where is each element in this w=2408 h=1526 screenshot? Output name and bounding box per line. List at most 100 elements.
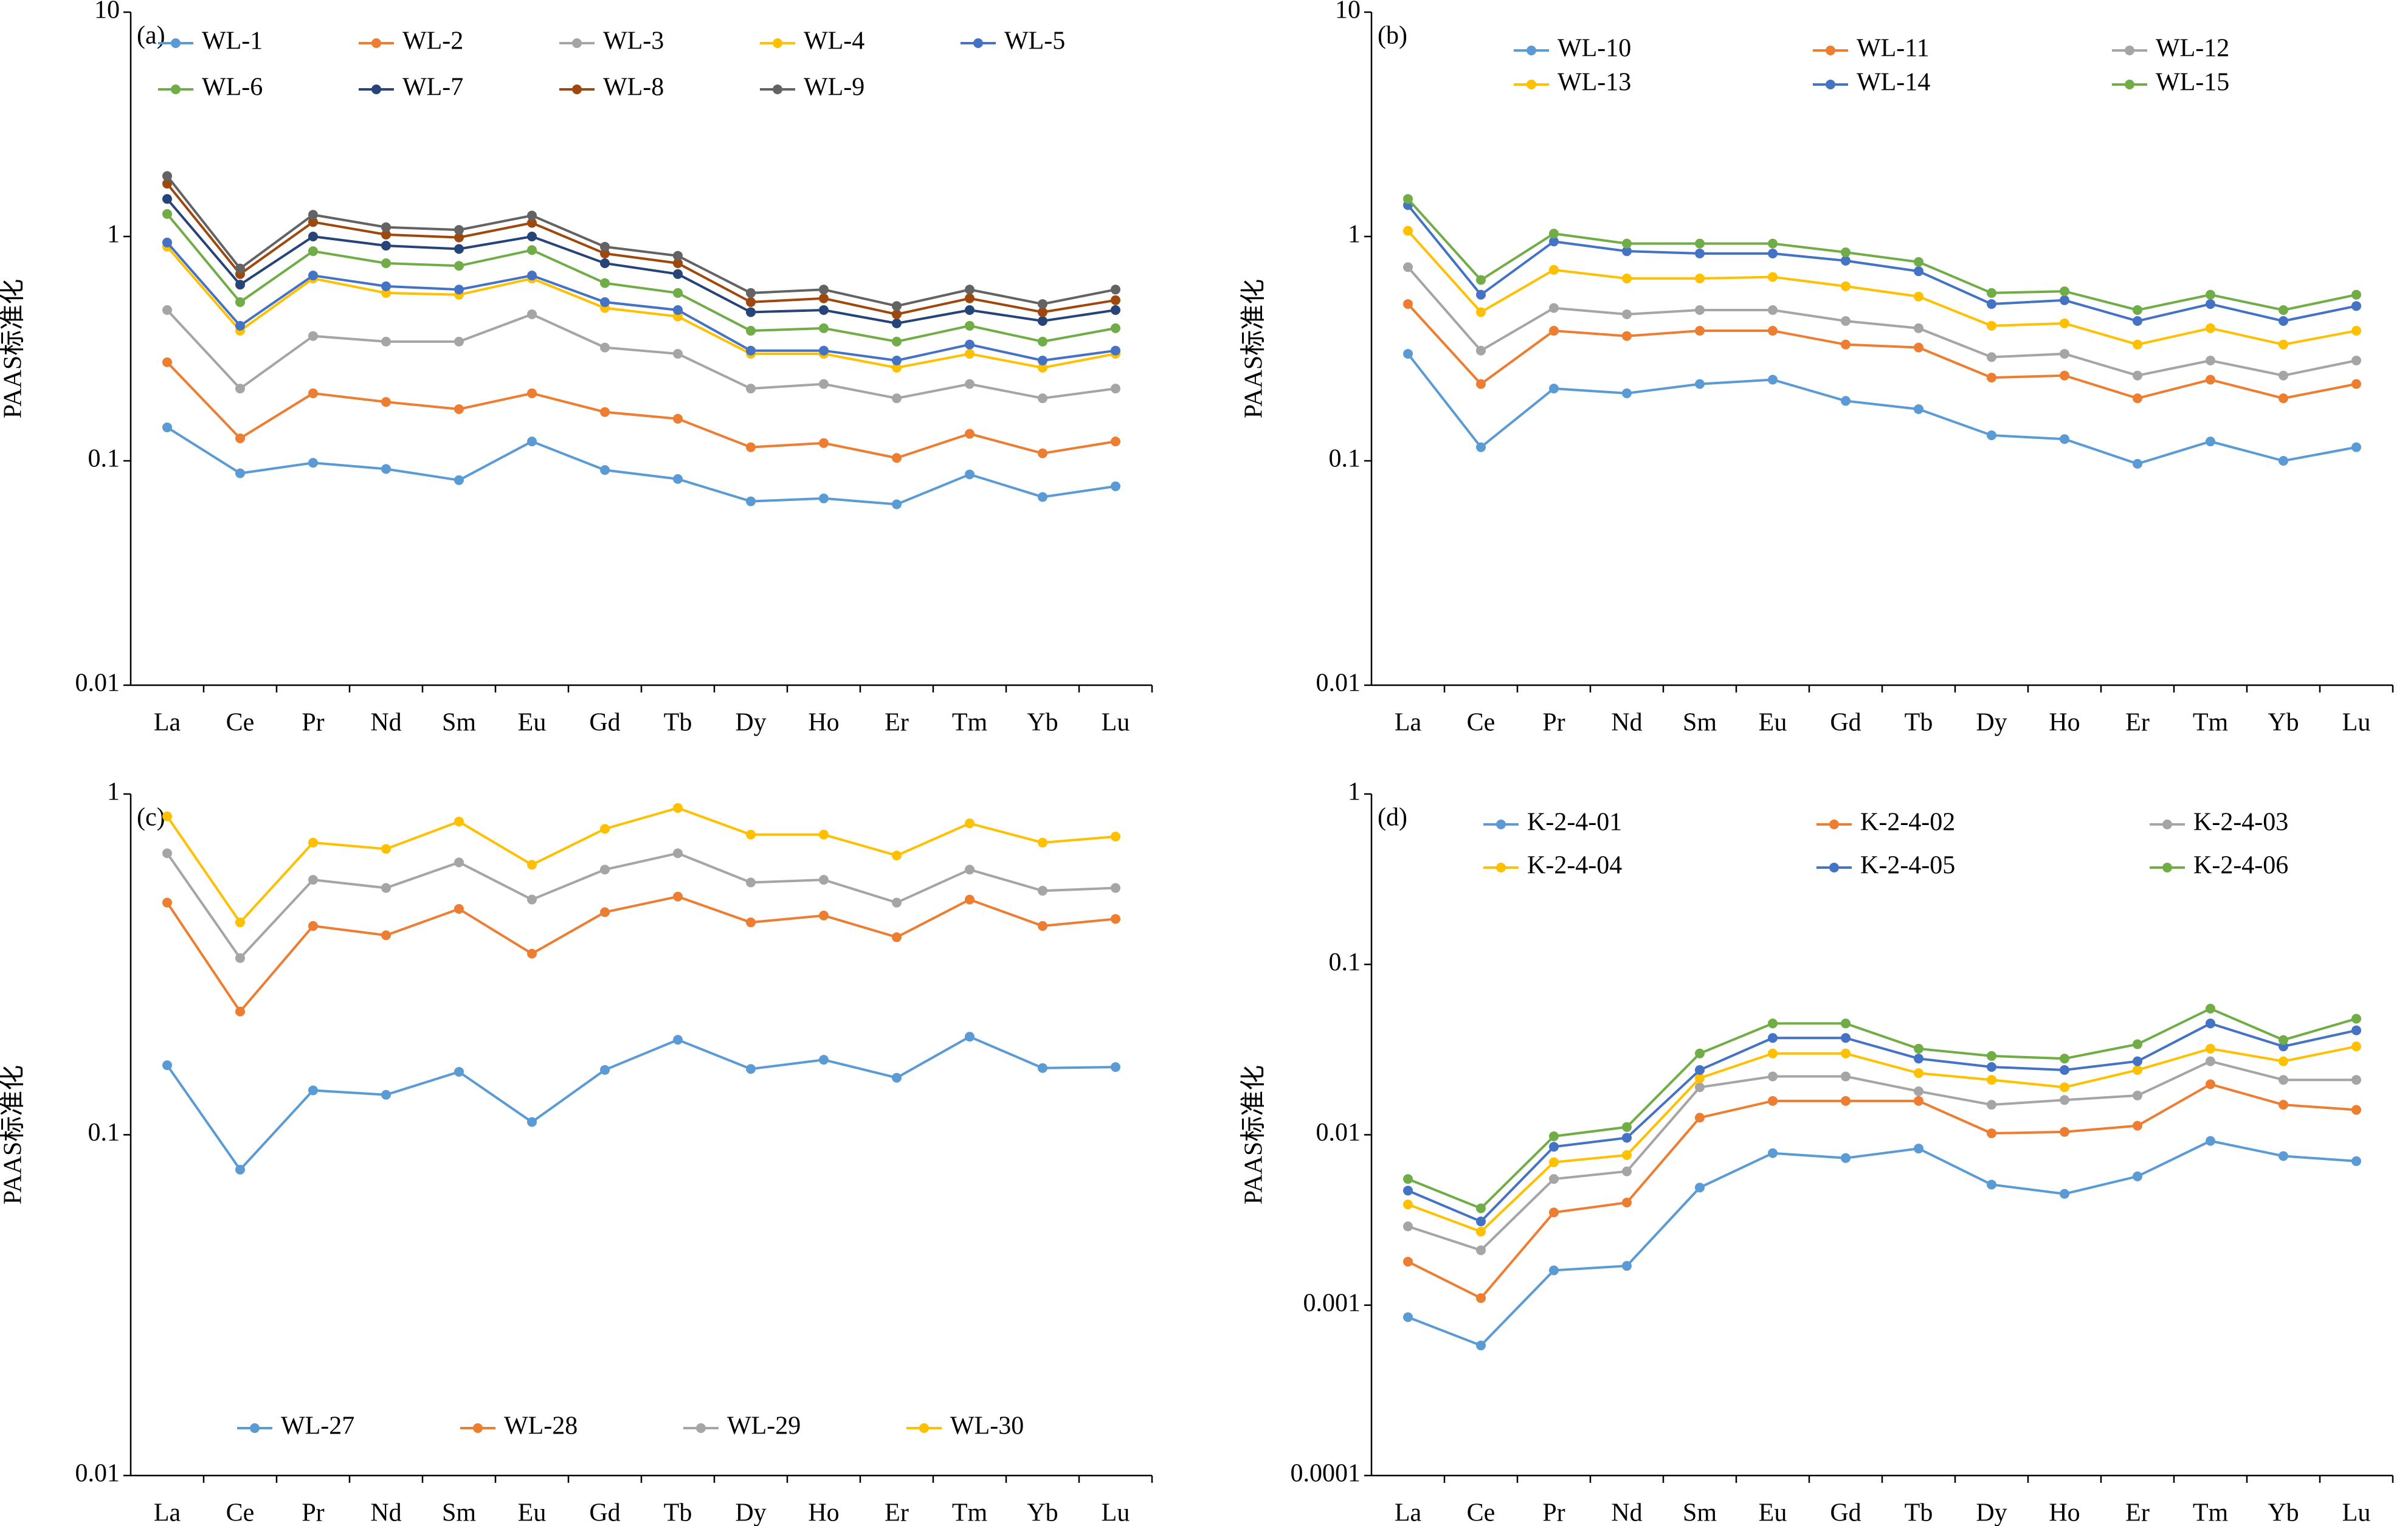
y-axis-label: PAAS标准化 bbox=[0, 1065, 27, 1205]
data-point bbox=[1038, 921, 1047, 931]
data-point bbox=[1549, 384, 1559, 394]
data-point bbox=[381, 464, 391, 474]
data-point bbox=[965, 285, 975, 295]
data-point bbox=[162, 897, 172, 908]
x-tick-label: Dy bbox=[735, 1499, 766, 1526]
data-point bbox=[2351, 1025, 2361, 1035]
data-point bbox=[1768, 1071, 1778, 1082]
legend-label: K-2-4-01 bbox=[1527, 809, 1622, 837]
data-point bbox=[527, 1117, 537, 1127]
data-point bbox=[819, 910, 829, 920]
data-point bbox=[673, 474, 683, 484]
data-point bbox=[1111, 285, 1120, 295]
data-point bbox=[162, 305, 172, 315]
panel-title: (d) bbox=[1378, 804, 1407, 832]
data-point bbox=[1768, 1048, 1778, 1058]
legend-label: K-2-4-05 bbox=[1860, 852, 1955, 880]
series-line bbox=[1407, 204, 2357, 323]
data-point bbox=[600, 1065, 610, 1075]
data-point bbox=[1622, 246, 1632, 257]
data-point bbox=[1987, 1075, 1996, 1085]
data-point bbox=[1403, 348, 1413, 359]
data-point bbox=[1549, 1174, 1559, 1184]
data-point bbox=[1841, 255, 1851, 266]
series-line bbox=[166, 426, 1116, 506]
x-tick-label: Nd bbox=[370, 709, 401, 737]
x-tick-label: Eu bbox=[1759, 709, 1787, 737]
data-point bbox=[1695, 1065, 1705, 1075]
data-point bbox=[454, 857, 464, 868]
data-point bbox=[746, 384, 756, 394]
data-point bbox=[965, 1032, 975, 1042]
series-line bbox=[1407, 1045, 2357, 1234]
legend-label: WL-30 bbox=[950, 1412, 1024, 1440]
data-point bbox=[892, 309, 902, 319]
data-point bbox=[1549, 236, 1559, 247]
data-point bbox=[1768, 248, 1778, 258]
data-point bbox=[1841, 1071, 1851, 1082]
data-point bbox=[1111, 1062, 1120, 1072]
legend-marker bbox=[250, 1423, 260, 1433]
data-point bbox=[1549, 1157, 1559, 1167]
data-point bbox=[1403, 1186, 1413, 1196]
y-tick-label: 0.01 bbox=[75, 1460, 120, 1488]
data-point bbox=[1111, 437, 1120, 447]
x-tick-label: Tm bbox=[952, 1499, 988, 1526]
x-tick-label: Er bbox=[2125, 709, 2150, 737]
legend-label: WL-28 bbox=[504, 1412, 578, 1440]
data-point bbox=[2206, 1079, 2215, 1089]
data-point bbox=[381, 844, 391, 854]
series-line bbox=[1407, 198, 2357, 312]
data-point bbox=[308, 875, 318, 885]
x-tick-label: Ho bbox=[808, 709, 839, 737]
data-point bbox=[673, 891, 683, 902]
data-point bbox=[1549, 303, 1559, 313]
data-point bbox=[1038, 393, 1047, 404]
data-point bbox=[965, 429, 975, 439]
data-point bbox=[892, 393, 902, 404]
x-tick-label: Pr bbox=[302, 1499, 324, 1526]
x-tick-label: Nd bbox=[1611, 1499, 1642, 1526]
legend-marker bbox=[1829, 820, 1839, 829]
data-point bbox=[892, 851, 902, 861]
data-point bbox=[965, 348, 975, 359]
x-tick-label: Nd bbox=[1611, 709, 1642, 737]
data-point bbox=[600, 865, 610, 875]
series-line bbox=[1407, 266, 2357, 377]
legend-label: WL-9 bbox=[804, 74, 864, 102]
data-point bbox=[1476, 1293, 1486, 1303]
legend-marker bbox=[171, 38, 181, 48]
data-point bbox=[819, 293, 829, 303]
x-tick-label: Yb bbox=[1027, 709, 1058, 737]
data-point bbox=[1695, 379, 1705, 389]
legend-label: WL-29 bbox=[727, 1412, 801, 1440]
series-line bbox=[166, 246, 1116, 369]
data-point bbox=[454, 261, 464, 271]
data-point bbox=[1987, 1100, 1996, 1110]
data-point bbox=[1549, 1207, 1559, 1218]
x-tick-label: Dy bbox=[735, 709, 766, 737]
data-point bbox=[1914, 1096, 1923, 1106]
data-point bbox=[1476, 1203, 1486, 1214]
data-point bbox=[381, 930, 391, 941]
data-point bbox=[1403, 1257, 1413, 1267]
series-line bbox=[166, 895, 1116, 1014]
y-tick-label: 1 bbox=[107, 778, 120, 806]
data-point bbox=[2279, 456, 2288, 466]
data-point bbox=[162, 811, 172, 821]
data-point bbox=[2206, 1136, 2215, 1146]
data-point bbox=[2133, 1090, 2142, 1100]
data-point bbox=[892, 301, 902, 311]
data-point bbox=[1403, 1221, 1413, 1232]
data-point bbox=[673, 250, 683, 261]
data-point bbox=[746, 326, 756, 336]
data-point bbox=[892, 499, 902, 509]
data-point bbox=[673, 413, 683, 424]
data-point bbox=[1038, 336, 1047, 347]
data-point bbox=[162, 357, 172, 367]
y-axis-label: PAAS标准化 bbox=[1240, 279, 1268, 419]
x-tick-label: Lu bbox=[2342, 709, 2371, 737]
x-tick-label: Ho bbox=[2049, 709, 2080, 737]
legend-marker bbox=[171, 85, 181, 94]
data-point bbox=[746, 496, 756, 506]
